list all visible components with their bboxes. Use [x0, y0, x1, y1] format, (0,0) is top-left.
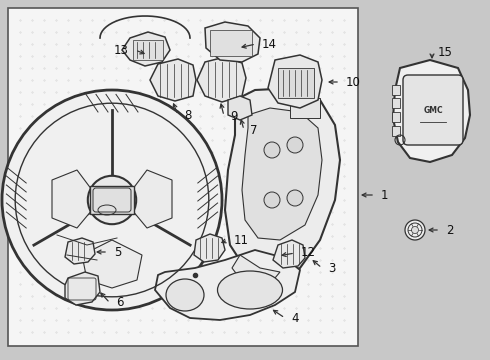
Text: 4: 4 [291, 311, 298, 324]
Circle shape [2, 90, 222, 310]
Ellipse shape [218, 271, 283, 309]
Circle shape [88, 176, 136, 224]
Text: GMC: GMC [423, 105, 443, 114]
Text: 10: 10 [346, 76, 361, 89]
Circle shape [405, 220, 425, 240]
Bar [392, 126, 400, 136]
Polygon shape [52, 170, 92, 228]
Polygon shape [132, 170, 172, 228]
Polygon shape [228, 96, 252, 120]
Bar [290, 98, 320, 118]
Text: 6: 6 [116, 297, 123, 310]
Circle shape [264, 192, 280, 208]
Polygon shape [225, 88, 340, 278]
Bar [392, 98, 400, 108]
FancyBboxPatch shape [403, 75, 463, 145]
Polygon shape [273, 240, 305, 268]
Bar [8, 8, 358, 346]
Circle shape [412, 226, 418, 234]
Text: 1: 1 [381, 189, 389, 202]
Bar [392, 85, 400, 95]
Polygon shape [150, 59, 196, 101]
Bar [90, 186, 134, 214]
Text: 9: 9 [230, 109, 238, 122]
Ellipse shape [166, 279, 204, 311]
Text: 2: 2 [446, 224, 454, 237]
Polygon shape [194, 234, 225, 262]
Circle shape [287, 137, 303, 153]
Bar [278, 68, 314, 98]
Circle shape [264, 142, 280, 158]
Text: 5: 5 [114, 246, 122, 258]
Bar [392, 112, 400, 122]
Polygon shape [65, 272, 100, 305]
Polygon shape [82, 240, 142, 288]
Polygon shape [268, 55, 322, 108]
Bar [210, 30, 252, 56]
Polygon shape [65, 238, 95, 264]
Polygon shape [197, 57, 246, 102]
Polygon shape [393, 60, 470, 162]
Bar [133, 40, 163, 60]
Text: 11: 11 [234, 234, 249, 247]
Polygon shape [242, 108, 322, 240]
Text: 13: 13 [114, 44, 129, 57]
Polygon shape [232, 255, 280, 290]
Text: 15: 15 [438, 45, 453, 59]
Text: 8: 8 [184, 108, 192, 122]
Text: 3: 3 [328, 261, 335, 274]
Text: 7: 7 [250, 123, 258, 136]
Polygon shape [122, 32, 170, 66]
Text: 12: 12 [301, 247, 316, 260]
Circle shape [287, 190, 303, 206]
Text: 14: 14 [262, 37, 277, 50]
Polygon shape [205, 22, 260, 62]
Polygon shape [155, 250, 300, 320]
